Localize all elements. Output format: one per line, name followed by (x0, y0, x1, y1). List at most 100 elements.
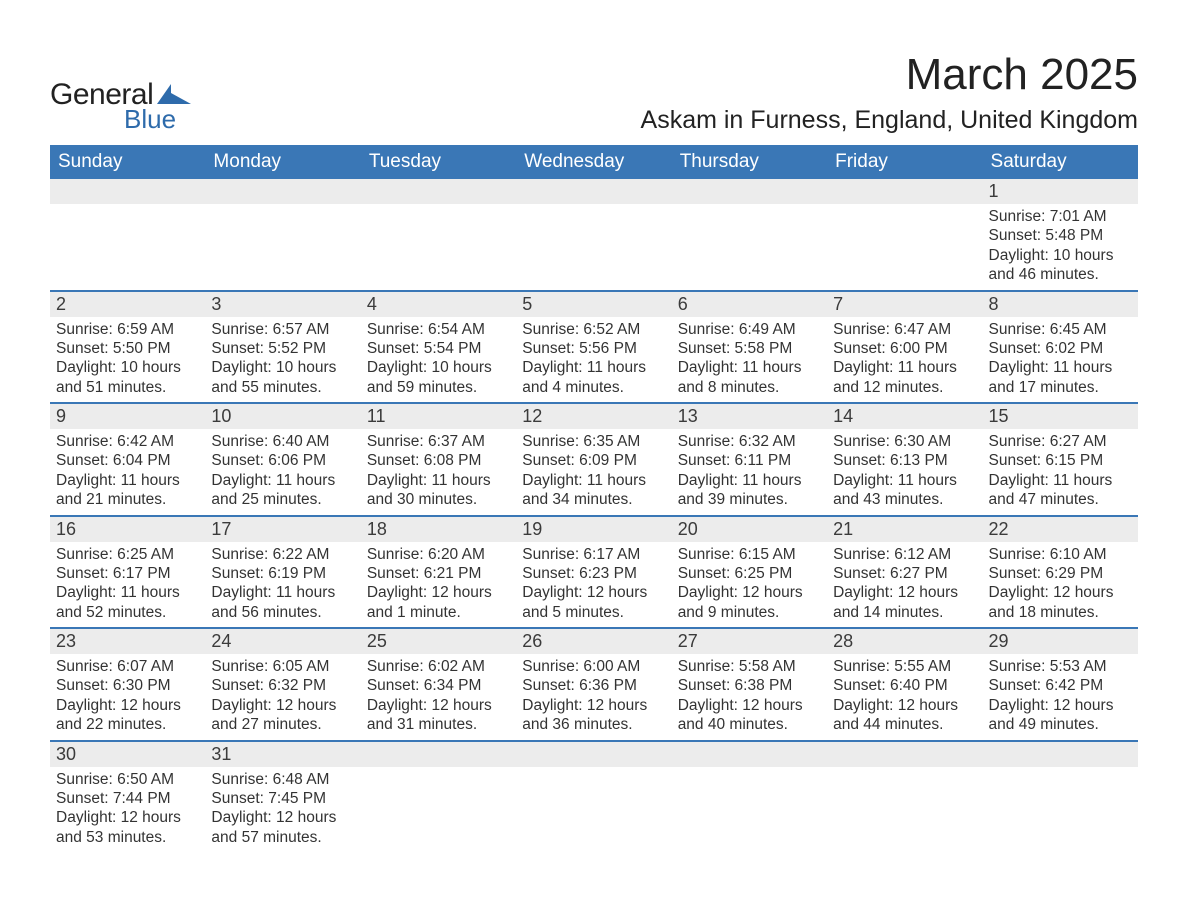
day-number-cell (672, 741, 827, 767)
sunrise-text: Sunrise: 6:02 AM (367, 657, 510, 676)
day-number-cell (516, 741, 671, 767)
sunset-text: Sunset: 6:38 PM (678, 676, 821, 695)
sunrise-text: Sunrise: 6:52 AM (522, 320, 665, 339)
day-number-cell: 19 (516, 516, 671, 542)
sunset-text: Sunset: 6:34 PM (367, 676, 510, 695)
day-number-cell: 4 (361, 291, 516, 317)
daylight-text: Daylight: 12 hours and 18 minutes. (989, 583, 1132, 622)
calendar-header-row: Sunday Monday Tuesday Wednesday Thursday… (50, 145, 1138, 179)
day-data-cell: Sunrise: 6:47 AMSunset: 6:00 PMDaylight:… (827, 317, 982, 404)
day-data-cell: Sunrise: 6:15 AMSunset: 6:25 PMDaylight:… (672, 542, 827, 629)
sunrise-text: Sunrise: 6:15 AM (678, 545, 821, 564)
day-number-cell: 26 (516, 628, 671, 654)
sunset-text: Sunset: 6:30 PM (56, 676, 199, 695)
daynum-row: 23242526272829 (50, 628, 1138, 654)
daylight-text: Daylight: 11 hours and 56 minutes. (211, 583, 354, 622)
location-subtitle: Askam in Furness, England, United Kingdo… (641, 106, 1138, 135)
sunset-text: Sunset: 6:29 PM (989, 564, 1132, 583)
day-data-cell (983, 767, 1138, 853)
daylight-text: Daylight: 10 hours and 51 minutes. (56, 358, 199, 397)
sunrise-text: Sunrise: 5:58 AM (678, 657, 821, 676)
daylight-text: Daylight: 12 hours and 22 minutes. (56, 696, 199, 735)
sunset-text: Sunset: 6:42 PM (989, 676, 1132, 695)
day-data-cell: Sunrise: 6:42 AMSunset: 6:04 PMDaylight:… (50, 429, 205, 516)
sunrise-text: Sunrise: 6:35 AM (522, 432, 665, 451)
day-data-cell: Sunrise: 6:17 AMSunset: 6:23 PMDaylight:… (516, 542, 671, 629)
day-number-cell: 6 (672, 291, 827, 317)
day-data-cell (672, 767, 827, 853)
sunrise-text: Sunrise: 6:37 AM (367, 432, 510, 451)
daylight-text: Daylight: 12 hours and 14 minutes. (833, 583, 976, 622)
day-number-cell: 24 (205, 628, 360, 654)
day-number-cell: 15 (983, 403, 1138, 429)
sunset-text: Sunset: 6:32 PM (211, 676, 354, 695)
daylight-text: Daylight: 12 hours and 31 minutes. (367, 696, 510, 735)
daydata-row: Sunrise: 6:42 AMSunset: 6:04 PM Daylight:… (50, 429, 1138, 516)
day-data-cell: Sunrise: 6:59 AMSunset: 5:50 PMDaylight:… (50, 317, 205, 404)
sunset-text: Sunset: 6:04 PM (56, 451, 199, 470)
sunset-text: Sunset: 5:50 PM (56, 339, 199, 358)
day-data-cell: Sunrise: 6:49 AMSunset: 5:58 PMDaylight:… (672, 317, 827, 404)
sunset-text: Sunset: 6:06 PM (211, 451, 354, 470)
daydata-row: Sunrise: 7:01 AMSunset: 5:48 PMDaylight:… (50, 204, 1138, 291)
sunset-text: Sunset: 6:13 PM (833, 451, 976, 470)
daylight-text: Daylight: 12 hours and 5 minutes. (522, 583, 665, 622)
day-number-cell: 20 (672, 516, 827, 542)
day-number-cell (50, 179, 205, 204)
calendar-table: Sunday Monday Tuesday Wednesday Thursday… (50, 145, 1138, 852)
daylight-text: Daylight: 11 hours and 39 minutes. (678, 471, 821, 510)
day-data-cell (50, 204, 205, 291)
day-data-cell (516, 204, 671, 291)
day-number-cell (827, 179, 982, 204)
sunrise-text: Sunrise: 6:59 AM (56, 320, 199, 339)
day-number-cell: 10 (205, 403, 360, 429)
day-data-cell: Sunrise: 6:50 AMSunset: 7:44 PMDaylight:… (50, 767, 205, 853)
day-number-cell: 27 (672, 628, 827, 654)
daylight-text: Daylight: 12 hours and 27 minutes. (211, 696, 354, 735)
day-data-cell: Sunrise: 6:57 AMSunset: 5:52 PMDaylight:… (205, 317, 360, 404)
sunrise-text: Sunrise: 6:42 AM (56, 432, 199, 451)
sunrise-text: Sunrise: 6:22 AM (211, 545, 354, 564)
day-number-cell: 18 (361, 516, 516, 542)
sunrise-text: Sunrise: 6:25 AM (56, 545, 199, 564)
sunrise-text: Sunrise: 6:17 AM (522, 545, 665, 564)
sunset-text: Sunset: 6:27 PM (833, 564, 976, 583)
daylight-text: Daylight: 12 hours and 40 minutes. (678, 696, 821, 735)
sunset-text: Sunset: 5:54 PM (367, 339, 510, 358)
sunset-text: Sunset: 6:11 PM (678, 451, 821, 470)
day-number-cell: 25 (361, 628, 516, 654)
day-data-cell (361, 767, 516, 853)
weekday-header: Tuesday (361, 145, 516, 179)
day-data-cell (672, 204, 827, 291)
day-number-cell (361, 179, 516, 204)
daydata-row: Sunrise: 6:50 AMSunset: 7:44 PMDaylight:… (50, 767, 1138, 853)
sunset-text: Sunset: 6:08 PM (367, 451, 510, 470)
daylight-text: Daylight: 10 hours and 46 minutes. (989, 246, 1132, 285)
day-number-cell: 23 (50, 628, 205, 654)
sunrise-text: Sunrise: 6:49 AM (678, 320, 821, 339)
daydata-row: Sunrise: 6:07 AMSunset: 6:30 PMDaylight:… (50, 654, 1138, 741)
sunset-text: Sunset: 6:15 PM (989, 451, 1132, 470)
day-data-cell: Sunrise: 6:20 AMSunset: 6:21 PMDaylight:… (361, 542, 516, 629)
day-number-cell: 5 (516, 291, 671, 317)
sunrise-text: Sunrise: 6:50 AM (56, 770, 199, 789)
sunrise-text: Sunrise: 6:45 AM (989, 320, 1132, 339)
daylight-text: Daylight: 12 hours and 49 minutes. (989, 696, 1132, 735)
weekday-header: Wednesday (516, 145, 671, 179)
day-data-cell: Sunrise: 6:48 AMSunset: 7:45 PMDaylight:… (205, 767, 360, 853)
sunrise-text: Sunrise: 6:05 AM (211, 657, 354, 676)
day-data-cell: Sunrise: 6:52 AMSunset: 5:56 PMDaylight:… (516, 317, 671, 404)
sunset-text: Sunset: 6:09 PM (522, 451, 665, 470)
day-number-cell: 1 (983, 179, 1138, 204)
day-number-cell: 11 (361, 403, 516, 429)
sunset-text: Sunset: 6:19 PM (211, 564, 354, 583)
sunrise-text: Sunrise: 6:00 AM (522, 657, 665, 676)
calendar-body: 1Sunrise: 7:01 AMSunset: 5:48 PMDaylight… (50, 179, 1138, 852)
daylight-text: Daylight: 11 hours and 30 minutes. (367, 471, 510, 510)
title-block: March 2025 Askam in Furness, England, Un… (641, 50, 1138, 135)
weekday-header: Thursday (672, 145, 827, 179)
day-number-cell (361, 741, 516, 767)
weekday-header: Monday (205, 145, 360, 179)
sunrise-text: Sunrise: 6:57 AM (211, 320, 354, 339)
daylight-text: Daylight: 10 hours and 59 minutes. (367, 358, 510, 397)
